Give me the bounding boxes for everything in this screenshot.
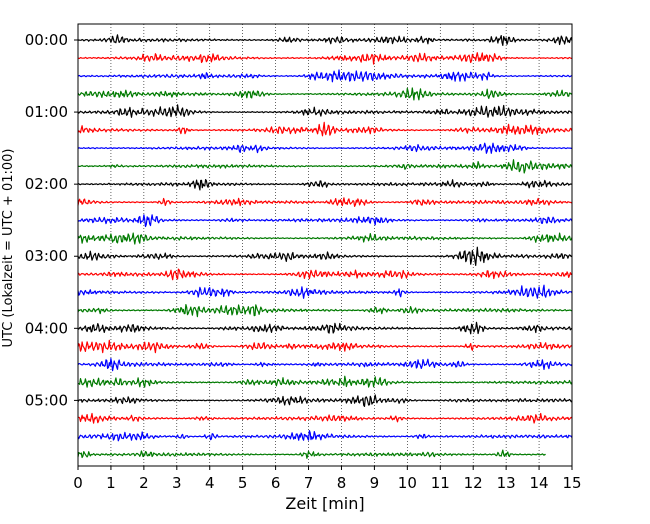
x-tick-label: 0 <box>73 474 83 492</box>
x-axis: 0 1 2 3 4 5 6 7 8 9 10 11 12 13 14 15 <box>73 466 582 492</box>
seismic-trace-0200 <box>77 179 573 191</box>
seismic-trace-0515 <box>78 412 573 424</box>
seismic-trace-0045 <box>77 87 573 101</box>
seismic-trace-0030 <box>77 69 573 83</box>
x-tick-label: 14 <box>530 474 549 492</box>
seismic-trace-0300 <box>77 246 573 266</box>
y-tick-label: 01:00 <box>25 103 68 121</box>
x-tick-label: 15 <box>562 474 581 492</box>
seismic-trace-0215 <box>77 197 573 207</box>
seismic-trace-0400 <box>78 321 573 335</box>
x-axis-label: Zeit [min] <box>285 494 364 513</box>
x-tick-label: 13 <box>497 474 516 492</box>
x-tick-label: 10 <box>398 474 417 492</box>
plot-frame <box>77 23 573 467</box>
x-tick-label: 5 <box>238 474 248 492</box>
x-tick-label: 8 <box>337 474 347 492</box>
x-tick-label: 11 <box>431 474 450 492</box>
y-tick-label: 05:00 <box>25 391 68 409</box>
x-tick-label: 6 <box>271 474 281 492</box>
seismic-trace-0245 <box>77 232 573 245</box>
seismic-trace-0530 <box>77 430 573 442</box>
seismic-trace-0115 <box>77 121 573 137</box>
seismic-trace-0330 <box>77 284 573 299</box>
y-axis: 00:00 01:00 02:00 03:00 04:00 05:00 <box>25 31 78 409</box>
seismic-trace-0430 <box>77 358 573 372</box>
x-tick-label: 4 <box>205 474 215 492</box>
x-tick-label: 2 <box>139 474 149 492</box>
seismic-trace-0315 <box>77 268 573 281</box>
x-tick-label: 7 <box>304 474 314 492</box>
seismic-trace-0445 <box>77 375 573 388</box>
x-tick-label: 3 <box>172 474 182 492</box>
seismic-trace-0500 <box>77 394 573 407</box>
x-tick-label: 9 <box>370 474 380 492</box>
y-tick-label: 02:00 <box>25 175 68 193</box>
seismic-trace-0015 <box>77 52 572 65</box>
seismic-trace-0100 <box>77 104 573 118</box>
y-tick-label: 03:00 <box>25 247 68 265</box>
seismic-trace-0145 <box>77 159 573 174</box>
x-tick-label: 1 <box>106 474 116 492</box>
y-tick-label: 04:00 <box>25 319 68 337</box>
seismic-trace-0000 <box>77 34 573 47</box>
y-axis-label: UTC (Lokalzeit = UTC + 01:00) <box>1 149 16 348</box>
seismic-trace-0345 <box>77 304 573 318</box>
x-tick-label: 12 <box>464 474 483 492</box>
seismic-trace-0545 <box>77 449 546 459</box>
y-tick-label: 00:00 <box>25 31 68 49</box>
seismic-trace-0130 <box>77 142 573 154</box>
seismic-trace-0415 <box>77 339 573 354</box>
seismic-trace-0230 <box>77 214 573 228</box>
trace-layer <box>77 34 573 459</box>
